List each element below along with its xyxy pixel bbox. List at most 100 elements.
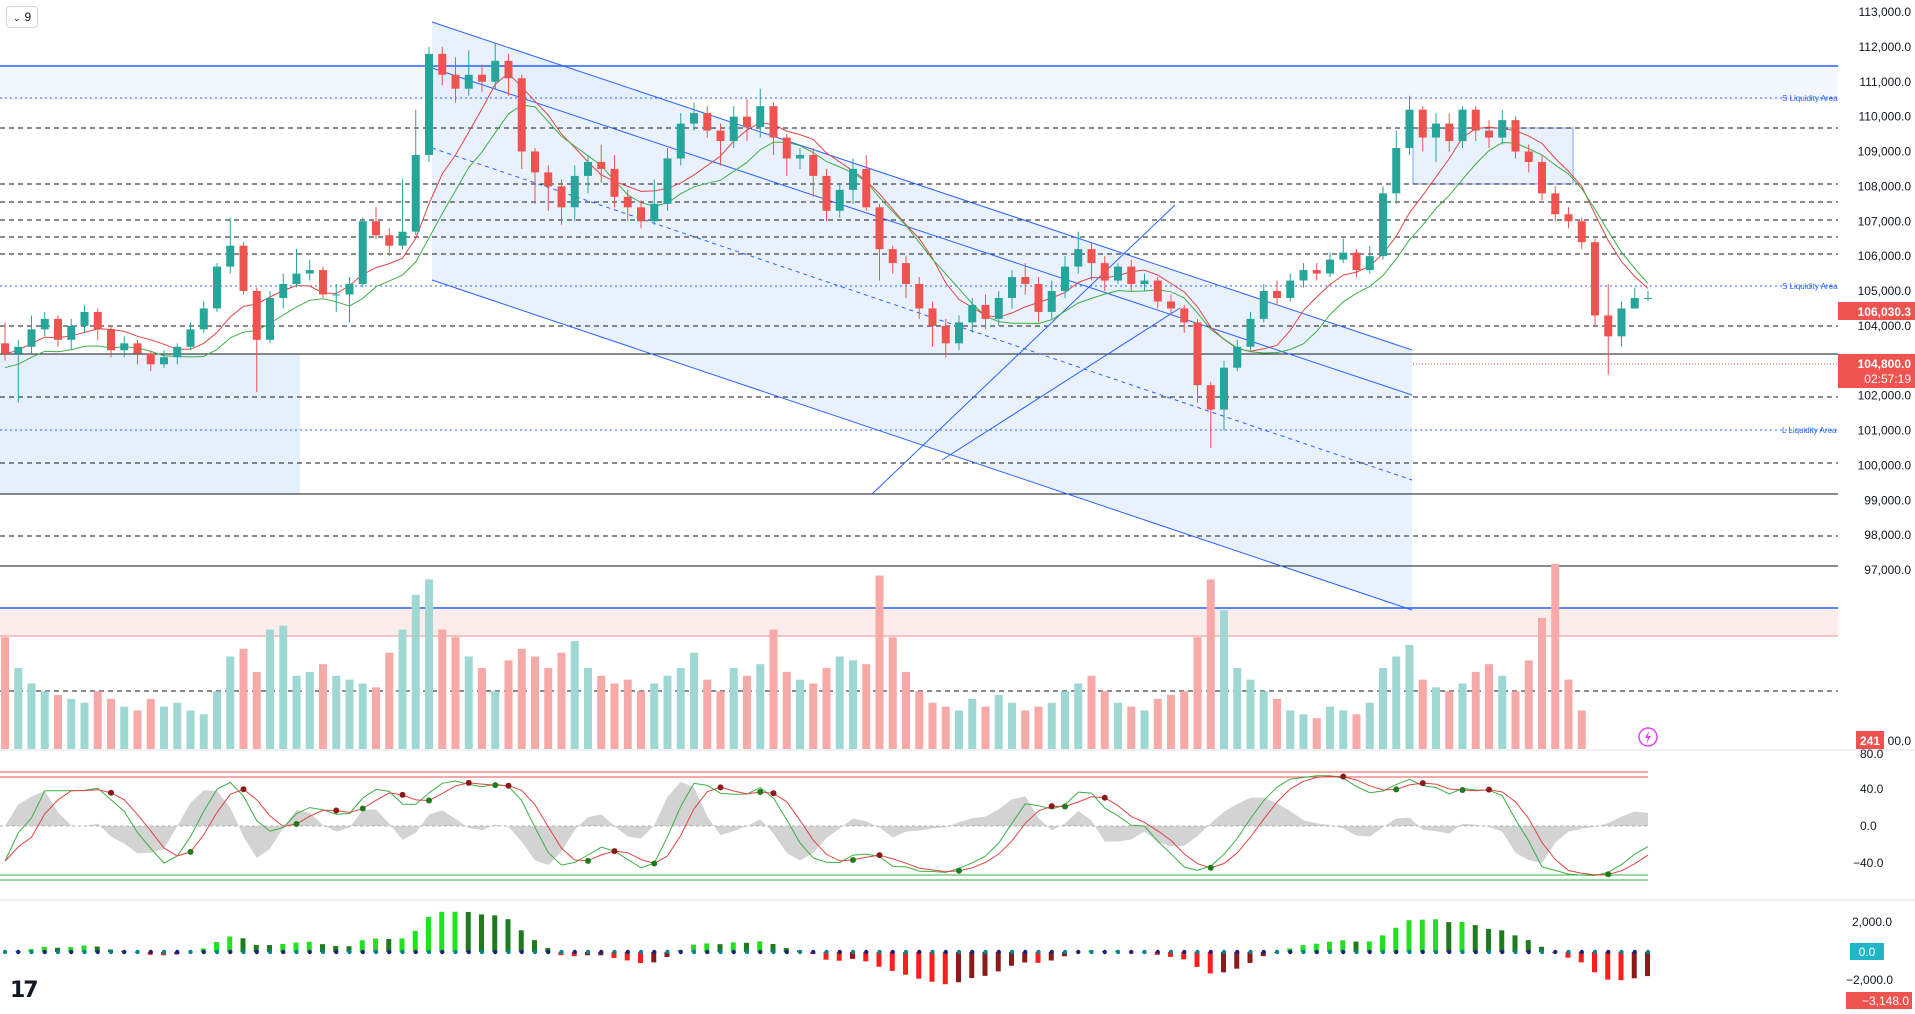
- volume-bar: [517, 648, 526, 749]
- osc-k-line: [4, 775, 1649, 877]
- price-tick: 108,000.0: [1858, 179, 1912, 193]
- candle-body: [411, 154, 420, 232]
- macd-bar: [903, 952, 908, 975]
- candle-body: [80, 311, 89, 326]
- macd-bar: [505, 919, 511, 952]
- macd-zero-dot: [705, 949, 710, 955]
- candle-body: [1127, 266, 1136, 285]
- volume-bar: [1405, 644, 1414, 749]
- macd-bar: [651, 952, 657, 963]
- macd-bar: [1419, 919, 1425, 952]
- macd-zero-dot: [1036, 949, 1041, 955]
- volume-bar: [1299, 714, 1308, 749]
- macd-zero-dot: [1221, 949, 1227, 955]
- macd-zero-dot: [983, 949, 988, 955]
- candle-body: [491, 60, 500, 82]
- osc-cross-dot: [505, 782, 512, 789]
- candle-body: [981, 304, 990, 319]
- candle-body: [93, 311, 102, 330]
- volume-bar: [875, 575, 884, 749]
- volume-bar: [1114, 702, 1122, 749]
- macd-zero-dot: [943, 949, 948, 955]
- macd-bar: [691, 944, 696, 952]
- price-axis[interactable]: 113,000.0 112,000.0 111,000.0 110,000.0 109,…: [1858, 5, 1912, 577]
- volume-bar: [1352, 714, 1361, 749]
- volume-bar: [796, 679, 804, 749]
- volume-bar: [531, 656, 539, 749]
- volume-bars: [1, 564, 1586, 749]
- macd-zero-dot: [1062, 949, 1068, 955]
- macd-bar: [1327, 941, 1332, 952]
- macd-bar: [399, 938, 405, 952]
- volume-bar: [1074, 683, 1083, 749]
- volume-bar: [1061, 691, 1069, 749]
- candle-body: [1524, 151, 1533, 162]
- volume-bar: [676, 668, 685, 749]
- macd-value-text: −3,148.0: [1862, 994, 1909, 1008]
- macd-zero-dot: [903, 949, 909, 955]
- volume-bar: [690, 652, 698, 749]
- volume-bar: [1511, 691, 1520, 749]
- macd-bar: [704, 943, 710, 952]
- candle-body: [1087, 249, 1096, 264]
- candle-body: [1577, 221, 1586, 243]
- candle-body: [1604, 315, 1613, 337]
- candle-body: [809, 154, 818, 176]
- candle-body: [1074, 249, 1083, 267]
- volume-bar: [782, 671, 791, 749]
- volume-bar: [504, 660, 513, 749]
- candle-body: [332, 294, 341, 296]
- macd-bar: [1446, 922, 1452, 952]
- osc-cross-dot: [1605, 871, 1612, 878]
- candle-body: [279, 284, 288, 298]
- volume-bar: [385, 652, 394, 749]
- candle-body: [451, 74, 460, 89]
- macd-bar: [1433, 919, 1438, 952]
- osc-cross-dot: [1062, 803, 1068, 810]
- candle-body: [67, 325, 76, 340]
- macd-zero-dot: [440, 949, 445, 955]
- trendline: [941, 307, 1181, 461]
- volume-bar: [226, 656, 235, 749]
- volume-bar: [1379, 668, 1387, 749]
- candle-body: [398, 231, 407, 246]
- candle-body: [663, 158, 672, 204]
- macd-bar: [717, 944, 723, 952]
- interval-selector[interactable]: ⌄ 9: [6, 6, 39, 28]
- macd-bar: [876, 952, 882, 967]
- macd-zero-dot: [228, 949, 233, 955]
- volume-bar: [305, 671, 314, 749]
- candle-body: [584, 161, 592, 176]
- macd-bar: [1393, 927, 1399, 952]
- candle-body: [676, 123, 685, 159]
- volume-bar: [1564, 679, 1573, 749]
- candle-body: [1352, 252, 1361, 271]
- s-liquidity-zone: [0, 64, 1838, 100]
- candle-body: [1259, 291, 1268, 319]
- macd-zero-text: 0.0: [1859, 945, 1876, 959]
- macd-bar: [280, 943, 286, 952]
- macd-zero-dot: [1486, 949, 1492, 955]
- candle-body: [173, 346, 182, 358]
- volume-bar: [332, 675, 341, 749]
- candle-body: [1418, 109, 1427, 138]
- candle-body: [1617, 308, 1626, 337]
- price-tick: 100,000.0: [1858, 458, 1912, 472]
- tradingview-logo[interactable]: 17: [10, 978, 39, 1003]
- candle-body: [186, 329, 195, 347]
- macd-bar: [68, 947, 74, 952]
- volume-bar: [160, 706, 168, 749]
- s-liquidity-label-2: S Liquidity Area: [1782, 282, 1838, 291]
- volume-bar: [438, 629, 447, 749]
- volume-bar: [478, 668, 486, 749]
- candle-body: [1034, 284, 1043, 312]
- candle-body: [438, 53, 447, 75]
- macd-bar: [863, 952, 869, 962]
- horizontal-levels: [0, 65, 1838, 692]
- macd-zero-dot: [996, 949, 1001, 955]
- macd-zero-dot: [413, 949, 418, 955]
- volume-bar: [93, 691, 102, 749]
- osc-cross-dot: [1486, 786, 1492, 793]
- macd-zero-dot: [493, 949, 498, 955]
